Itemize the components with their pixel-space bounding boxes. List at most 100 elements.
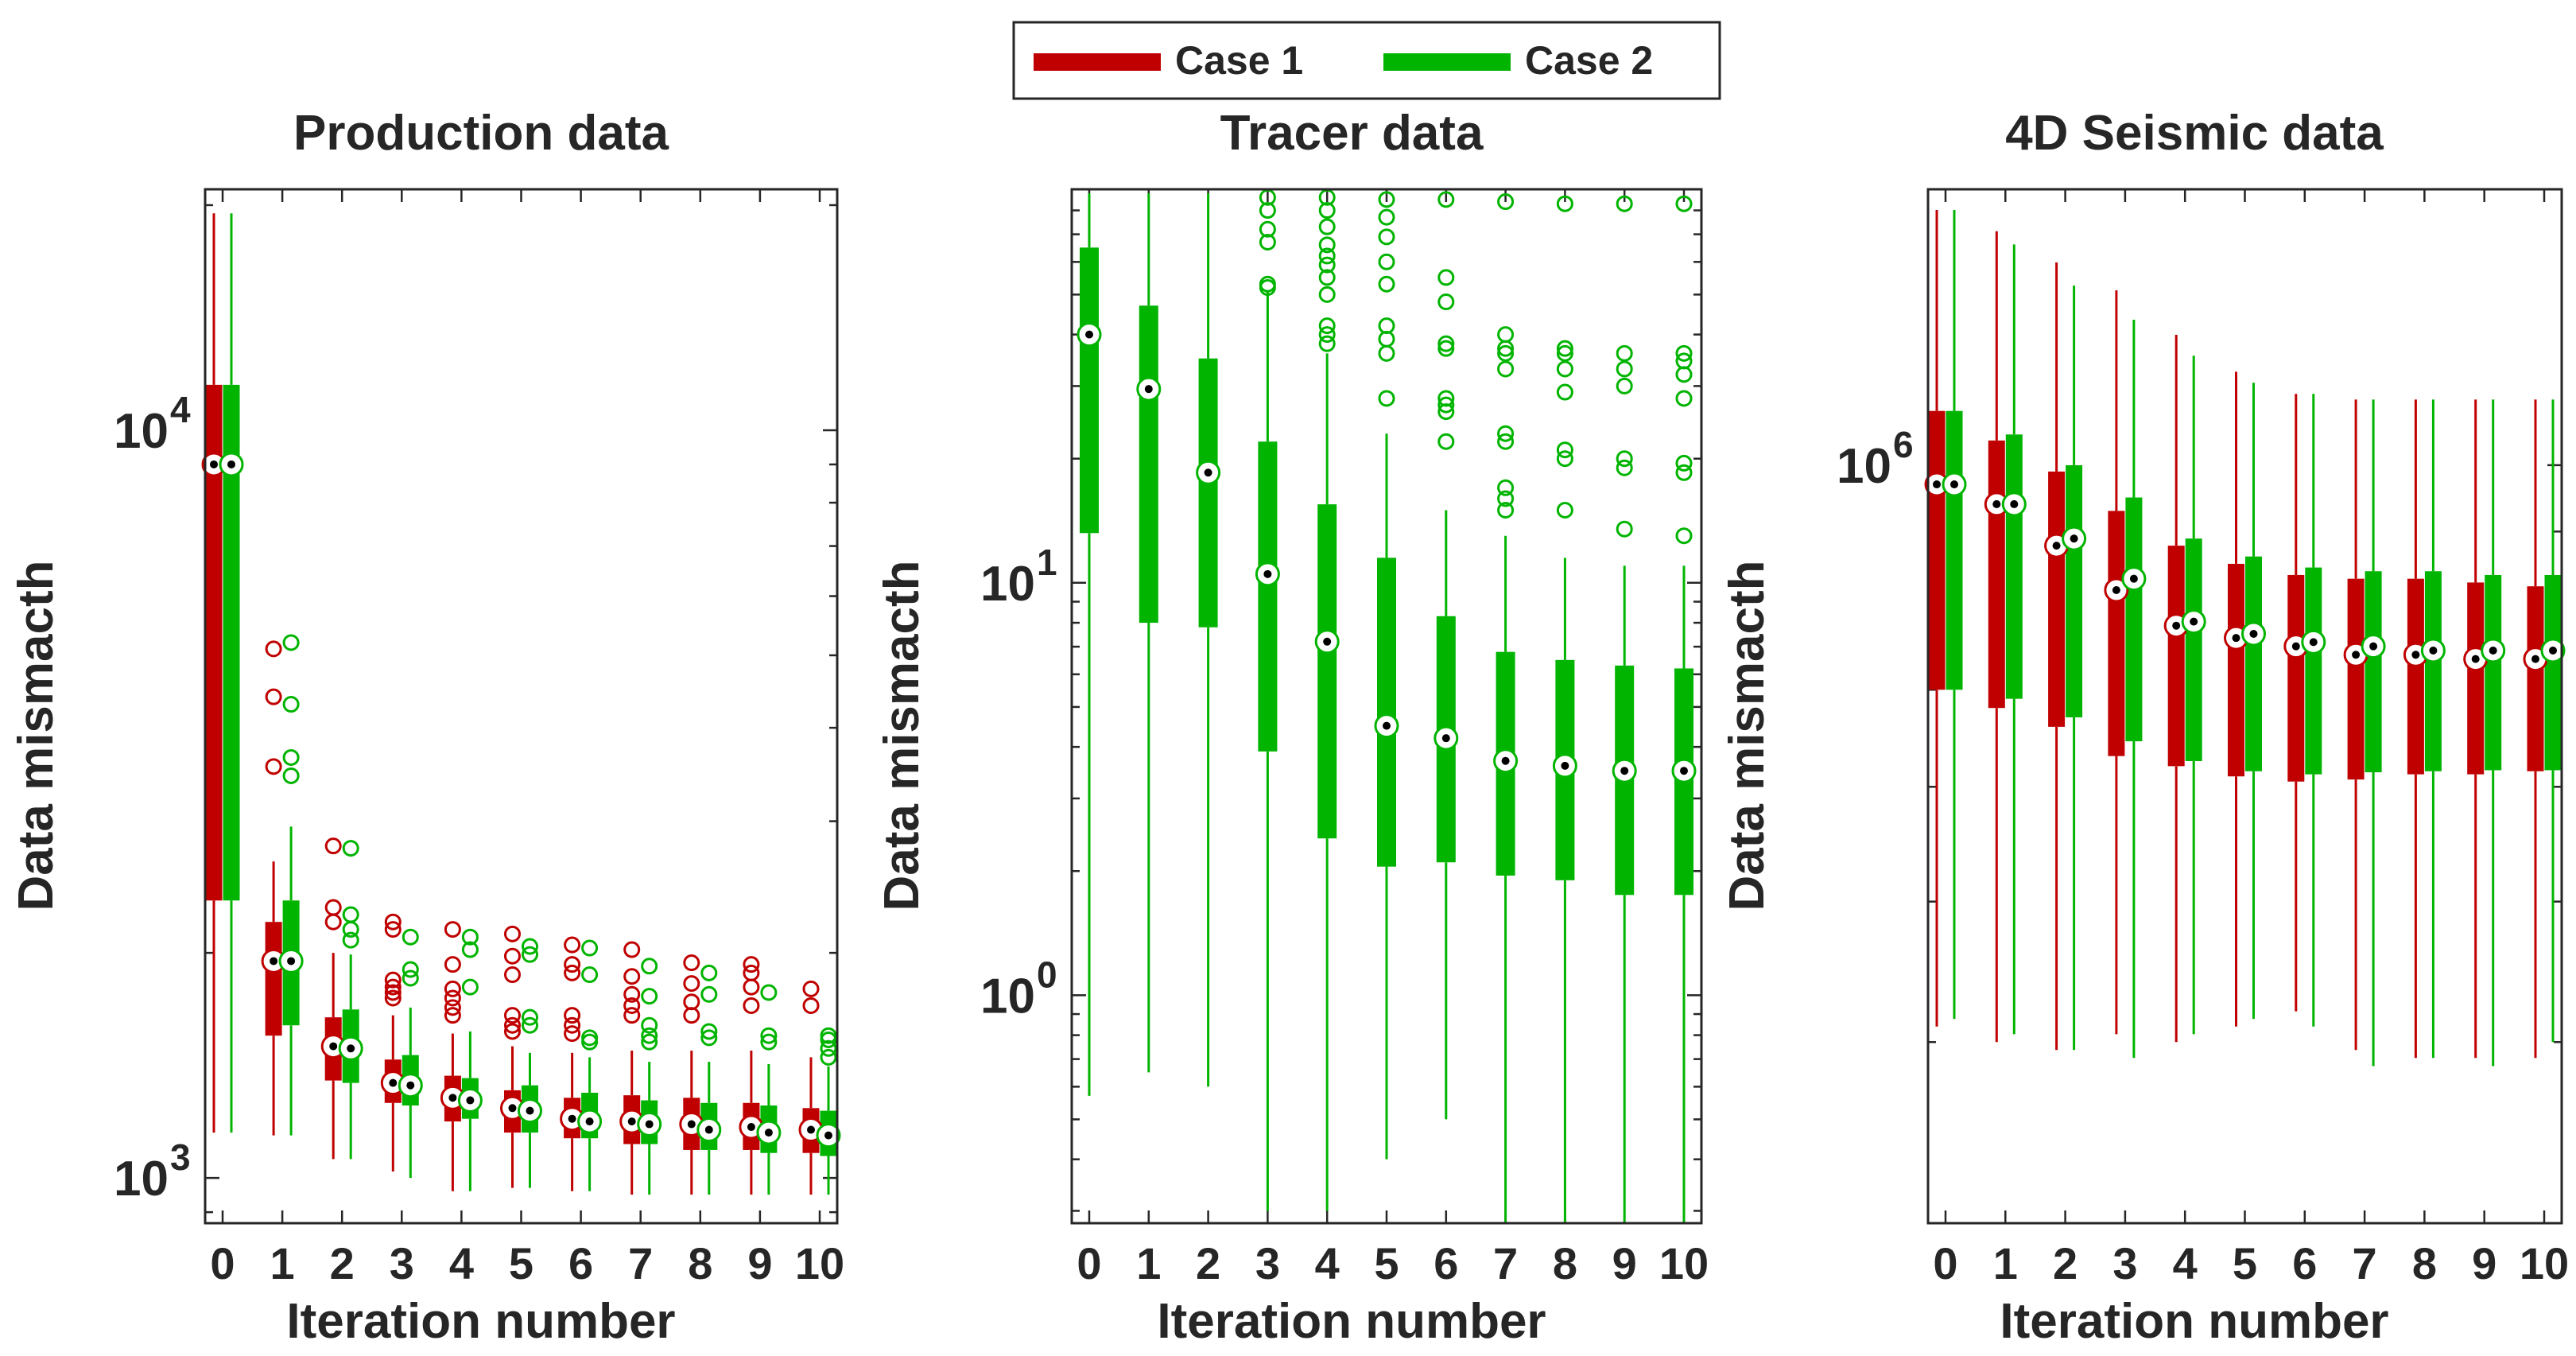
box-case-2-outlier <box>700 985 718 1003</box>
box-case-2-median-dot <box>2549 646 2557 655</box>
x-tick-label: 1 <box>1993 1238 2018 1288</box>
box-case-2-outlier <box>1259 233 1276 251</box>
box-case-1-iqr <box>1928 410 1946 690</box>
box-case-2-median-dot <box>2249 629 2258 638</box>
box-case-2-iqr <box>2185 538 2202 761</box>
box-case-2-outlier <box>1675 195 1693 212</box>
box-case-2-median-dot <box>526 1106 534 1115</box>
box-case-2-outlier <box>1259 220 1276 238</box>
box-case-2-iqr <box>2005 434 2023 699</box>
box-case-2-outlier <box>1675 352 1693 370</box>
box-case-2-outlier <box>1675 344 1693 362</box>
box-case-2-outlier <box>1318 218 1336 235</box>
box-case-1-outlier <box>504 1007 521 1024</box>
box-case-1-outlier <box>504 1023 521 1040</box>
box-case-1-outlier <box>384 913 402 931</box>
box-case-2-iqr <box>2424 571 2442 771</box>
box-case-1-outlier <box>265 688 282 705</box>
panel-seismic-plot: 10 60 1 2 3 4 5 6 7 8 9 10 <box>1837 189 2569 1288</box>
box-case-1-median-dot <box>2411 651 2420 659</box>
box-case-1-outlier <box>444 989 461 1007</box>
box-case-1-outlier <box>743 997 760 1014</box>
x-tick-label: 0 <box>1077 1238 1101 1288</box>
box-case-1-outlier <box>504 966 521 984</box>
box-case-1-median-dot <box>2232 634 2240 643</box>
box-case-2-iqr <box>2245 556 2262 771</box>
box-case-2-median-dot <box>2309 638 2318 647</box>
legend: Case 1 Case 2 <box>1012 21 1721 100</box>
x-tick-label: 9 <box>1612 1238 1637 1288</box>
box-case-2-median-dot <box>2369 642 2378 651</box>
panel-production-title: Production data <box>293 106 669 161</box>
box-case-2-outlier <box>581 939 599 957</box>
box-case-2-outlier <box>1675 527 1693 545</box>
box-case-2-median-dot <box>1263 569 1272 578</box>
x-tick-label: 2 <box>2053 1238 2077 1288</box>
panel-tracer-plot: 10 010 10 1 2 3 4 5 6 7 8 9 10 <box>980 188 1709 1288</box>
box-case-1-outlier <box>623 941 641 958</box>
box-case-2-outlier <box>641 1027 658 1044</box>
box-case-2-outlier <box>1556 195 1573 212</box>
box-case-1-iqr <box>2108 511 2125 756</box>
box-case-2-outlier <box>1437 335 1455 352</box>
box-case-1-median-dot <box>210 460 218 468</box>
box-case-1-outlier <box>743 964 760 981</box>
box-case-1-median-dot <box>2291 642 2300 651</box>
box-case-2-median-dot <box>1620 767 1629 775</box>
box-case-2-outlier <box>641 1033 658 1051</box>
y-tick-label-exponent: 1 <box>1037 542 1057 583</box>
x-tick-label: 2 <box>1196 1238 1220 1288</box>
box-case-2-outlier <box>1437 340 1455 357</box>
box-case-2-outlier <box>1318 202 1336 220</box>
box-case-2-median-dot <box>406 1081 415 1090</box>
box-case-2-outlier <box>1497 360 1515 378</box>
box-case-1-outlier <box>623 968 641 985</box>
box-case-2-outlier <box>342 931 359 949</box>
box-case-2-median-dot <box>2190 617 2198 626</box>
box-case-1-iqr <box>2347 578 2365 780</box>
box-case-2-outlier <box>1556 340 1573 357</box>
x-tick-label: 10 <box>2520 1238 2569 1288</box>
box-case-1-outlier <box>564 1016 581 1034</box>
box-case-2-outlier <box>522 938 538 955</box>
box-case-2-median-dot <box>227 460 235 468</box>
box-case-1-iqr <box>265 922 282 1036</box>
x-tick-label: 9 <box>747 1238 772 1288</box>
box-case-2-outlier <box>1318 256 1336 274</box>
box-case-1-outlier <box>683 993 700 1011</box>
box-case-1-outlier <box>802 980 820 997</box>
box-case-2-median-dot <box>585 1117 594 1126</box>
x-tick-label: 0 <box>1933 1238 1957 1288</box>
box-case-2-outlier <box>1497 193 1515 211</box>
box-case-1-outlier <box>324 913 342 931</box>
box-case-2-outlier <box>1437 390 1455 407</box>
box-case-2-outlier <box>1675 464 1693 481</box>
box-case-2-median-dot <box>704 1125 713 1134</box>
box-case-2-iqr <box>1946 410 1963 690</box>
box-case-1-median-dot <box>747 1123 755 1132</box>
x-tick-label: 9 <box>2472 1238 2496 1288</box>
y-tick-label-exponent: 3 <box>170 1136 191 1178</box>
box-case-2-outlier <box>1259 275 1276 293</box>
box-case-2-outlier <box>282 767 300 784</box>
panel-tracer-title: Tracer data <box>1220 106 1484 161</box>
box-case-1-iqr <box>2167 546 2185 767</box>
box-case-2-median-dot <box>2129 574 2138 583</box>
box-case-2-outlier <box>1556 360 1573 378</box>
box-case-2-median-dot <box>287 957 296 966</box>
box-case-2-outlier <box>342 921 359 938</box>
box-case-1-median-dot <box>2471 655 2480 663</box>
box-case-2-outlier <box>1616 195 1633 212</box>
box-case-2-outlier <box>700 964 718 981</box>
box-case-2-outlier <box>641 1016 658 1034</box>
box-case-1-median-dot <box>627 1117 636 1126</box>
box-case-1-outlier <box>564 956 581 973</box>
x-tick-label: 6 <box>1433 1238 1458 1288</box>
box-case-2-outlier <box>282 634 300 651</box>
box-case-1-median-dot <box>2052 542 2061 550</box>
box-case-2-outlier <box>1616 459 1633 476</box>
box-case-1-outlier <box>623 997 641 1014</box>
box-case-1-median-dot <box>389 1078 398 1087</box>
panel-seismic-title: 4D Seismic data <box>2005 106 2384 161</box>
